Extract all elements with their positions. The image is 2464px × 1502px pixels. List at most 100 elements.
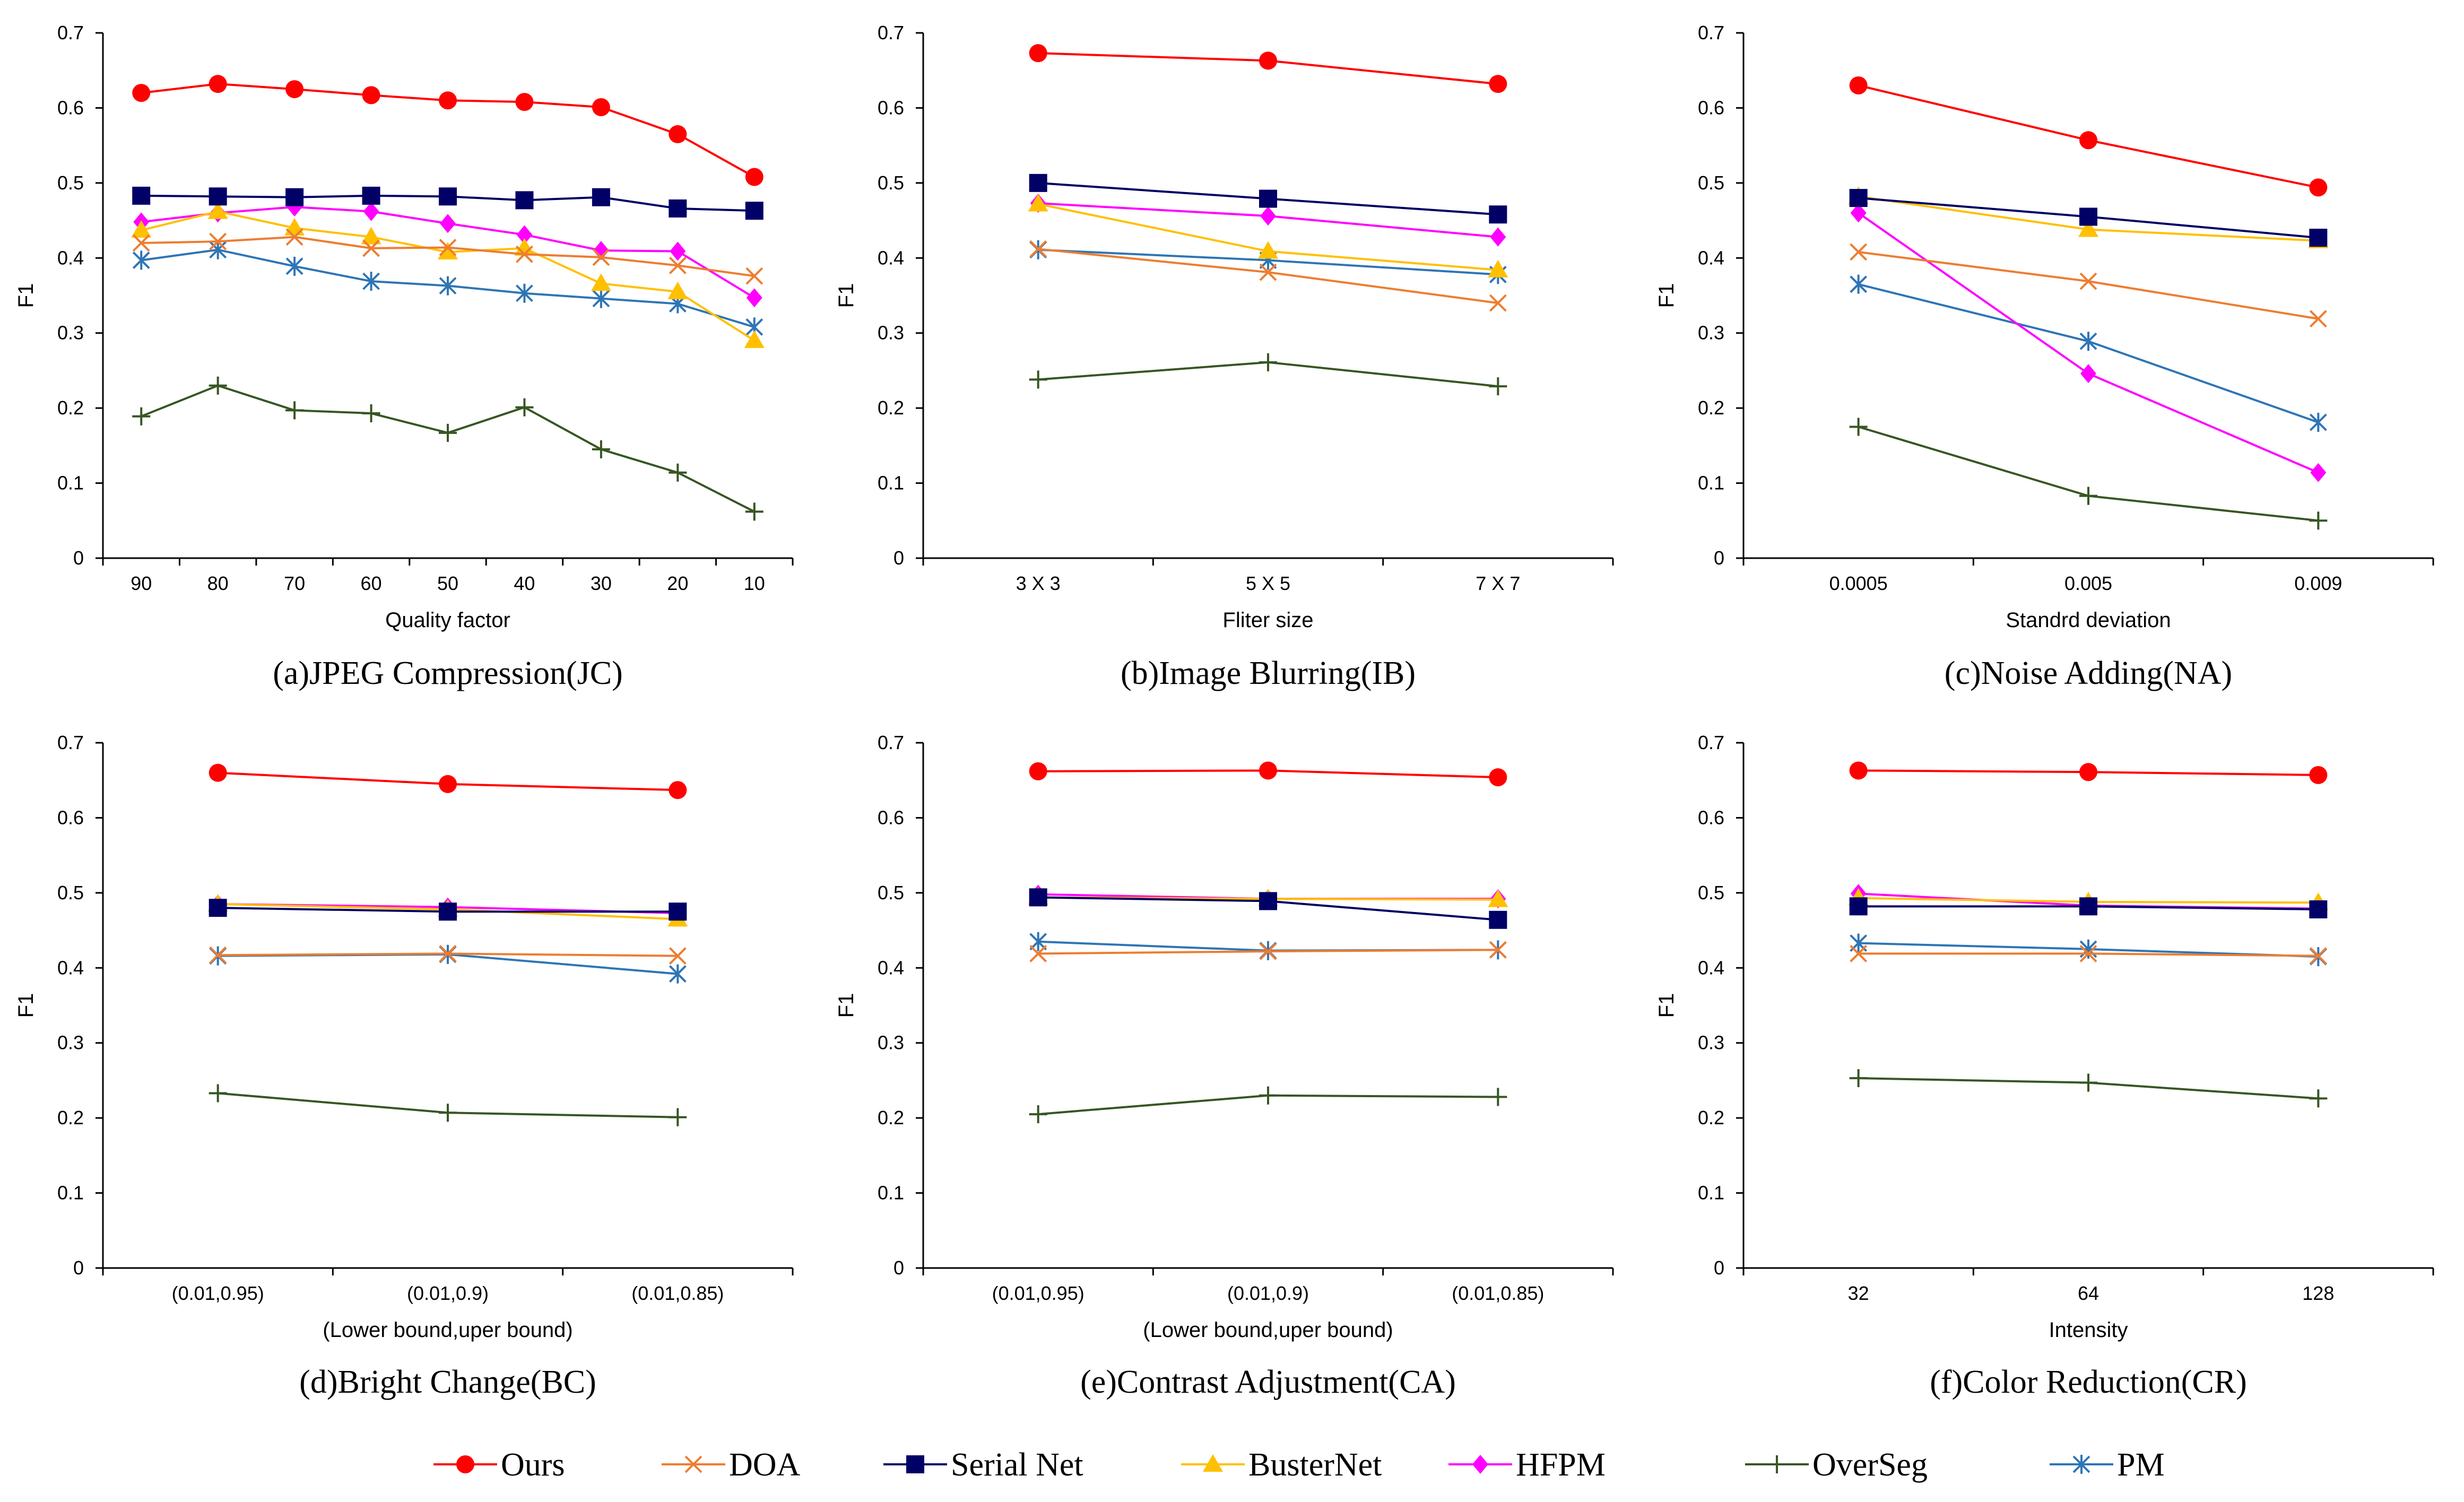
series-doa: [209, 944, 687, 965]
data-point-serial-net: [1849, 189, 1868, 207]
data-point-doa: [2079, 272, 2097, 290]
data-point-ours: [592, 98, 610, 117]
data-point-serial-net: [2309, 229, 2328, 247]
data-point-ours: [669, 125, 687, 143]
data-point-overseg: [285, 401, 304, 420]
data-point-pm: [132, 250, 150, 270]
data-point-serial-net: [362, 186, 380, 205]
series-ours: [1029, 761, 1507, 787]
y-tick-label: 0.6: [57, 806, 84, 828]
data-point-serial-net: [1849, 897, 1868, 916]
data-point-overseg: [209, 1084, 227, 1102]
data-point-hfpm: [440, 214, 456, 233]
y-tick-label: 0.3: [878, 322, 904, 344]
series-overseg: [209, 1084, 687, 1126]
y-tick-label: 0.5: [57, 882, 84, 904]
data-point-overseg: [669, 1108, 687, 1126]
chart-panel-1: 0 0.1 0.2 0.3 0.4 0.5 0.6 0.7 90 80 70 60 50 40 30 20 10…: [14, 22, 794, 691]
series-doa: [1850, 243, 2327, 328]
data-point-overseg: [669, 463, 687, 482]
series-line-overseg: [141, 384, 755, 513]
y-tick-label: 0.5: [1698, 172, 1724, 194]
data-point-overseg: [745, 502, 764, 521]
data-point-overseg: [1259, 353, 1277, 371]
y-tick-label: 0.2: [57, 1107, 84, 1128]
y-tick-label: 0.5: [878, 172, 904, 194]
series-serial-net: [1849, 189, 2328, 247]
data-point-doa: [1850, 243, 1868, 261]
data-point-doa: [209, 946, 227, 964]
chart-panel-4: 0 0.1 0.2 0.3 0.4 0.5 0.6 0.7 (0.01,0.95) (0.01,0…: [14, 732, 794, 1400]
x-tick-label: 90: [131, 572, 152, 594]
data-point-overseg: [2309, 511, 2328, 530]
y-axis-label: F1: [14, 283, 38, 308]
x-axis-label: Standrd deviation: [2006, 609, 2171, 632]
data-point-ours: [1029, 762, 1047, 780]
y-tick-label: 0.6: [1698, 806, 1724, 828]
y-tick-label: 0.7: [57, 22, 84, 44]
legend-marker: [906, 1455, 924, 1473]
data-point-serial-net: [669, 199, 687, 218]
legend: Ours DOA Serial Net BusterNet HFPM OverSeg PM: [433, 1447, 2165, 1483]
y-tick-label: 0.6: [878, 806, 904, 828]
data-point-ours: [1849, 761, 1868, 780]
data-point-doa: [2309, 310, 2327, 328]
data-point-busternet: [667, 281, 688, 299]
data-point-hfpm: [1260, 206, 1276, 226]
y-tick-label: 0.5: [57, 172, 84, 194]
x-tick-label: (0.01,0.95): [992, 1282, 1084, 1304]
data-point-busternet: [361, 227, 381, 245]
data-point-serial-net: [1489, 910, 1507, 929]
y-tick-label: 0.1: [57, 1182, 84, 1204]
series-pm: [209, 944, 687, 984]
data-point-serial-net: [1259, 189, 1277, 208]
data-point-hfpm: [2310, 463, 2327, 482]
data-point-hfpm: [516, 225, 533, 245]
data-point-serial-net: [1489, 205, 1507, 224]
series-pm: [132, 240, 764, 337]
data-point-hfpm: [363, 202, 379, 221]
x-tick-label: 80: [207, 572, 229, 594]
series-hfpm: [133, 197, 762, 308]
data-point-overseg: [1029, 370, 1047, 389]
data-point-doa: [745, 267, 764, 285]
data-point-doa: [2079, 944, 2097, 962]
data-point-ours: [1029, 44, 1047, 63]
data-point-serial-net: [1029, 888, 1047, 907]
data-point-pm: [285, 256, 303, 276]
data-point-serial-net: [2079, 207, 2097, 226]
y-axis-label: F1: [835, 993, 858, 1018]
data-point-busternet: [207, 201, 228, 219]
legend-marker: [1472, 1455, 1488, 1474]
panel-caption: (d)Bright Change(BC): [299, 1364, 596, 1400]
data-point-overseg: [1489, 377, 1507, 396]
data-point-overseg: [209, 376, 227, 395]
y-tick-label: 0: [1714, 1257, 1724, 1279]
data-point-doa: [439, 944, 457, 962]
data-point-hfpm: [670, 241, 686, 261]
legend-marker: [684, 1455, 702, 1473]
legend-label: HFPM: [1516, 1447, 1606, 1483]
x-tick-label: (0.01,0.9): [1227, 1282, 1309, 1304]
data-point-doa: [669, 947, 687, 965]
x-tick-label: 0.009: [2294, 572, 2342, 594]
data-point-doa: [1259, 942, 1277, 960]
legend-label: Serial Net: [951, 1447, 1083, 1483]
data-point-overseg: [2079, 487, 2097, 505]
legend-label: OverSeg: [1812, 1447, 1928, 1483]
y-axis-label: F1: [1655, 993, 1678, 1018]
series-doa: [1029, 240, 1507, 312]
data-point-overseg: [1849, 1069, 1868, 1088]
data-point-ours: [1259, 761, 1277, 780]
x-tick-label: 128: [2302, 1282, 2334, 1304]
y-tick-label: 0: [73, 1257, 84, 1279]
data-point-ours: [132, 84, 151, 102]
y-tick-label: 0.4: [878, 957, 904, 978]
data-point-serial-net: [285, 188, 304, 206]
data-point-serial-net: [2079, 897, 2097, 916]
y-tick-label: 0.3: [57, 1032, 84, 1054]
data-point-serial-net: [132, 186, 151, 205]
legend-item-overseg: OverSeg: [1745, 1447, 1928, 1483]
data-point-ours: [2079, 763, 2097, 782]
y-tick-label: 0.4: [1698, 247, 1724, 268]
